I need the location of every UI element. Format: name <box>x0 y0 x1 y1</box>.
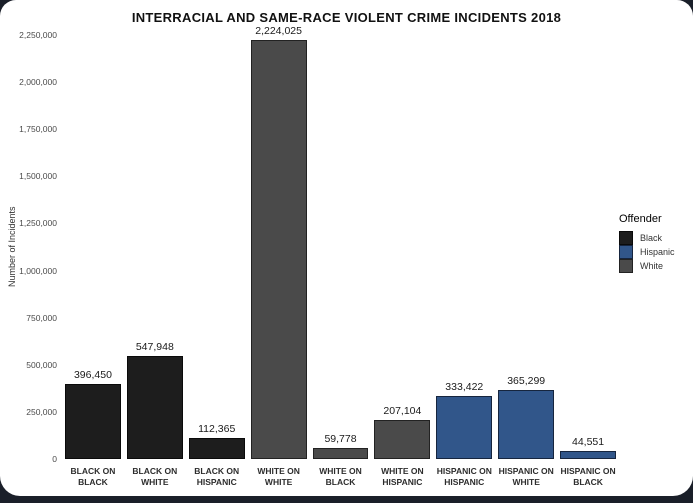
bar-value-label: 44,551 <box>572 435 605 448</box>
bar-value-label: 59,778 <box>324 432 357 445</box>
bar-slot: 547,948 <box>126 35 183 459</box>
plot-area: 396,450 547,948 112,365 2,224,025 59,778 207,… <box>62 25 619 459</box>
bar-value-label: 547,948 <box>135 340 174 353</box>
legend-item-black: Black <box>619 231 693 245</box>
legend-swatch-icon <box>619 231 633 245</box>
bar-value-label: 365,299 <box>507 375 546 388</box>
y-tick-label: 0 <box>52 454 57 464</box>
x-category-label: BLACK ON HISPANIC <box>194 466 240 488</box>
y-tick-label: 1,500,000 <box>19 171 57 182</box>
legend: Offender Black Hispanic White <box>619 213 693 273</box>
bar-slot: 112,365 <box>188 35 245 459</box>
bar-slot: 59,778 <box>312 35 369 459</box>
bar-value-label: 396,450 <box>73 369 112 382</box>
legend-label: White <box>640 261 664 271</box>
y-tick-label: 2,000,000 <box>19 77 57 88</box>
legend-items: Black Hispanic White <box>619 231 693 273</box>
x-category-label: HISPANIC ON BLACK <box>560 466 616 488</box>
x-axis-labels: BLACK ON BLACK BLACK ON WHITE BLACK ON HISPAN… <box>62 466 619 488</box>
y-tick-label: 500,000 <box>26 359 57 370</box>
y-tick-label: 1,750,000 <box>19 124 57 135</box>
bar-value-label: 207,104 <box>383 405 422 417</box>
y-tick-label: 250,000 <box>26 406 57 417</box>
bar-value-label: 2,224,025 <box>255 24 302 37</box>
legend-item-hispanic: Hispanic <box>619 245 693 259</box>
legend-label: Hispanic <box>640 247 675 257</box>
bar-value-label: 112,365 <box>198 422 236 435</box>
bar-value-label: 333,422 <box>445 381 484 394</box>
y-tick-label: 750,000 <box>26 312 57 323</box>
legend-swatch-icon <box>619 245 633 259</box>
x-category-label: HISPANIC ON HISPANIC <box>436 466 492 488</box>
chart-body: Number of Incidents 0 250,000 500,000 750,0… <box>0 25 693 488</box>
y-axis-title: Number of Incidents <box>7 206 17 288</box>
legend-label: Black <box>640 233 663 243</box>
bar-black-on-white <box>126 355 183 459</box>
bar-slot: 207,104 <box>374 35 431 459</box>
bar-hispanic-on-hispanic <box>436 396 493 459</box>
legend-swatch-icon <box>619 259 633 273</box>
y-tick-label: 2,250,000 <box>19 30 57 40</box>
y-axis: 0 250,000 500,000 750,000 1,000,000 1,250,000… <box>19 30 62 464</box>
x-category-label: HISPANIC ON WHITE <box>498 466 554 488</box>
bar-white-on-white <box>250 39 307 459</box>
bar-slot: 333,422 <box>436 35 493 459</box>
x-category-label: BLACK ON BLACK <box>70 466 116 488</box>
legend-item-white: White <box>619 259 693 273</box>
y-tick-label: 1,000,000 <box>19 265 57 276</box>
x-category-label: WHITE ON HISPANIC <box>381 466 424 488</box>
bar-slot: 2,224,025 <box>250 25 307 459</box>
x-category-label: WHITE ON BLACK <box>319 466 362 488</box>
bar-white-on-hispanic <box>374 420 431 459</box>
bar-black-on-black <box>65 384 121 459</box>
bar-hispanic-on-white <box>498 390 555 459</box>
bar-slot: 365,299 <box>498 35 555 459</box>
y-tick-label: 1,250,000 <box>19 218 57 229</box>
chart-title: INTERRACIAL AND SAME-RACE VIOLENT CRIME … <box>131 10 562 25</box>
bar-black-on-hispanic <box>188 437 245 459</box>
legend-title: Offender <box>619 213 662 225</box>
x-category-label: WHITE ON WHITE <box>257 466 300 488</box>
bar-hispanic-on-black <box>560 450 617 459</box>
x-category-label: BLACK ON WHITE <box>132 466 178 488</box>
bar-white-on-black <box>312 447 369 459</box>
bar-slot: 396,450 <box>65 35 121 459</box>
bar-slot: 44,551 <box>560 35 617 459</box>
plot-column: 396,450 547,948 112,365 2,224,025 59,778 207,… <box>62 25 619 488</box>
